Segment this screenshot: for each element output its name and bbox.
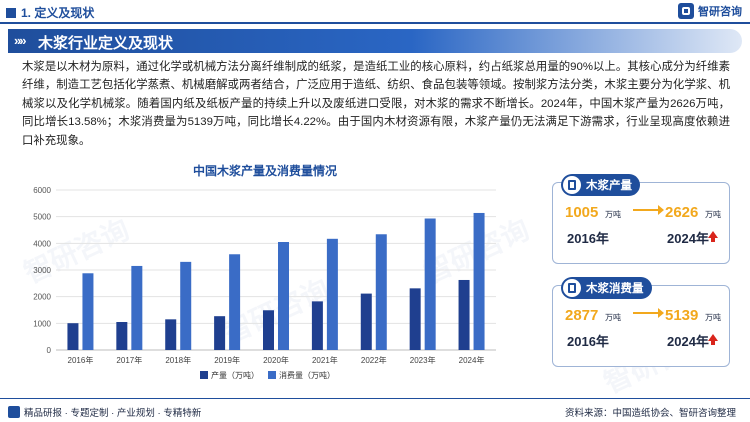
- bar-consumption: [424, 218, 436, 350]
- x-tick-label: 2024年: [459, 355, 485, 365]
- footer-tagline-text: 精品研报 · 专题定制 · 产业规划 · 专精特新: [24, 408, 202, 419]
- bar-production: [263, 310, 274, 350]
- x-tick-label: 2023年: [410, 355, 436, 365]
- section-label: 1. 定义及现状: [21, 6, 95, 20]
- card-header: 木浆产量: [561, 174, 640, 196]
- consumption-card: 木浆消费量 2877 万吨 5139 万吨 2016年 2024年: [552, 277, 730, 367]
- right-arrow-icon: [633, 308, 664, 318]
- x-tick-label: 2021年: [312, 355, 338, 365]
- bar-consumption: [473, 212, 485, 350]
- source-note: 资料来源：中国造纸协会、智研咨询整理: [564, 408, 736, 419]
- footer: 精品研报 · 专题定制 · 产业规划 · 专精特新 资料来源：中国造纸协会、智研…: [0, 398, 750, 422]
- y-tick-label: 5000: [33, 213, 51, 222]
- x-tick-label: 2017年: [116, 355, 142, 365]
- legend-swatch: [268, 371, 276, 379]
- bar-consumption: [229, 254, 241, 350]
- bar-production: [67, 323, 79, 350]
- page-title: 木浆行业定义及现状: [38, 35, 174, 52]
- end-value: 5139: [665, 307, 699, 324]
- y-tick-label: 2000: [33, 293, 51, 302]
- up-arrow-icon: [708, 334, 718, 345]
- x-tick-label: 2020年: [263, 355, 289, 365]
- x-tick-label: 2019年: [214, 355, 240, 365]
- bar-production: [311, 301, 323, 350]
- x-tick-label: 2016年: [68, 355, 94, 365]
- bar-production: [458, 279, 470, 350]
- bar-consumption: [278, 242, 289, 350]
- intro-paragraph: 木浆是以木材为原料，通过化学或机械方法分离纤维制成的纸浆，是造纸工业的核心原料，…: [22, 61, 730, 147]
- end-unit: 万吨: [705, 313, 721, 322]
- footer-divider: [0, 398, 750, 399]
- start-value: 1005: [565, 204, 599, 221]
- bar-consumption: [326, 238, 338, 350]
- chart-svg: 0 1000 2000 3000 4000 5000 6000 2016年 2017年 2018年…: [33, 186, 496, 380]
- start-year: 2016年: [567, 231, 609, 246]
- chevrons-icon: »»: [14, 33, 27, 48]
- card-label: 木浆消费量: [586, 283, 644, 295]
- x-tick-label: 2018年: [165, 355, 191, 365]
- end-value: 2626: [665, 204, 699, 221]
- legend-label: 产量（万吨）: [211, 370, 259, 380]
- y-tick-label: 4000: [33, 239, 51, 248]
- start-value: 2877: [565, 307, 599, 324]
- bar-production: [165, 319, 177, 350]
- brand-logo: 智研咨询: [678, 3, 742, 19]
- document-icon: [563, 279, 581, 297]
- title-banner: »» 木浆行业定义及现状: [8, 29, 742, 53]
- legend-swatch: [200, 371, 208, 379]
- end-year: 2024年: [667, 334, 709, 349]
- end-unit: 万吨: [705, 210, 721, 219]
- bar-production: [214, 316, 226, 350]
- logo-mark-icon: [678, 3, 694, 19]
- chart-title: 中国木浆产量及消费量情况: [192, 164, 337, 178]
- x-tick-label: 2022年: [361, 355, 387, 365]
- bar-production: [116, 322, 128, 350]
- section-square-icon: [6, 7, 16, 18]
- document-icon: [563, 176, 581, 194]
- y-tick-label: 0: [47, 346, 52, 355]
- section-tag: 1. 定义及现状: [6, 4, 94, 21]
- right-arrow-icon: [633, 205, 664, 215]
- end-year: 2024年: [667, 231, 709, 246]
- bar-chart: 0 1000 2000 3000 4000 5000 6000 2016年 2017年 2018年…: [20, 160, 510, 390]
- top-divider: [0, 22, 750, 24]
- bar-consumption: [131, 265, 143, 350]
- card-label: 木浆产量: [586, 180, 632, 192]
- logo-text: 智研咨询: [698, 6, 742, 18]
- start-unit: 万吨: [605, 210, 621, 219]
- footer-tagline: 精品研报 · 专题定制 · 产业规划 · 专精特新: [8, 405, 201, 419]
- production-card: 木浆产量 1005 万吨 2626 万吨 2016年 2024年: [552, 174, 730, 264]
- bar-consumption: [180, 261, 192, 350]
- start-year: 2016年: [567, 334, 609, 349]
- brand-icon: [8, 406, 20, 418]
- bar-consumption: [375, 234, 387, 350]
- legend-label: 消费量（万吨）: [279, 370, 335, 380]
- top-bar: 1. 定义及现状 智研咨询: [0, 0, 750, 24]
- y-tick-label: 1000: [33, 319, 51, 328]
- card-header: 木浆消费量: [561, 277, 652, 299]
- up-arrow-icon: [708, 231, 718, 242]
- bar-consumption: [82, 273, 94, 350]
- bar-production: [409, 288, 421, 350]
- start-unit: 万吨: [605, 313, 621, 322]
- y-tick-label: 6000: [33, 186, 51, 195]
- bar-production: [360, 293, 372, 350]
- y-tick-label: 3000: [33, 266, 51, 275]
